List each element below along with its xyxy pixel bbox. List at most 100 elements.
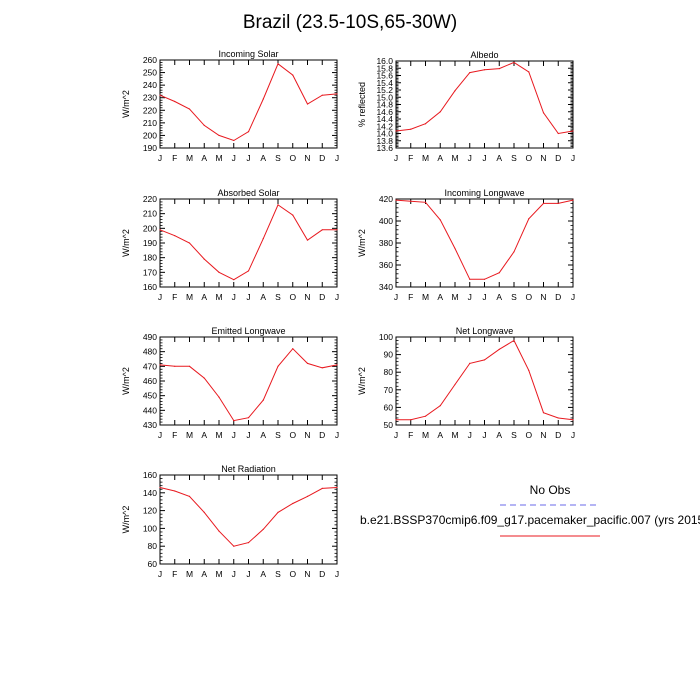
data-point <box>262 98 264 100</box>
data-point <box>498 272 500 274</box>
x-tick-label: O <box>525 153 532 163</box>
x-tick-label: J <box>246 569 250 579</box>
x-tick-label: A <box>496 153 502 163</box>
x-tick-label: S <box>275 153 281 163</box>
data-point <box>174 235 176 237</box>
x-tick-label: J <box>394 292 398 302</box>
y-tick-label: 260 <box>143 55 157 65</box>
x-tick-label: M <box>186 153 193 163</box>
plot-frame <box>395 60 574 149</box>
data-point <box>513 251 515 253</box>
y-tick-label: 15.8 <box>376 63 393 73</box>
x-tick-label: J <box>232 569 236 579</box>
y-axis-label: W/m^2 <box>121 229 131 257</box>
data-point <box>188 495 191 497</box>
data-point <box>277 511 279 513</box>
data-point <box>174 365 176 367</box>
plot-frame <box>395 198 574 288</box>
x-tick-label: M <box>422 292 429 302</box>
x-tick-label: A <box>201 292 207 302</box>
y-tick-label: 200 <box>143 223 157 233</box>
data-point <box>218 271 220 273</box>
x-tick-label: J <box>482 153 486 163</box>
y-tick-label: 190 <box>143 143 157 153</box>
data-point <box>174 490 176 492</box>
data-point <box>188 108 191 110</box>
plot-frame <box>159 59 338 149</box>
panel-title: Emitted Longwave <box>211 326 285 336</box>
y-tick-label: 400 <box>379 216 393 226</box>
x-tick-label: J <box>394 430 398 440</box>
x-tick-label: N <box>540 153 546 163</box>
data-point <box>247 270 250 272</box>
plot-frame <box>159 336 338 426</box>
x-tick-label: F <box>172 292 177 302</box>
x-tick-label: A <box>260 292 266 302</box>
data-point <box>321 487 323 489</box>
x-tick-label: J <box>571 153 575 163</box>
x-tick-label: A <box>260 153 266 163</box>
y-tick-label: 210 <box>143 209 157 219</box>
x-tick-label: S <box>511 430 517 440</box>
data-point <box>439 405 441 407</box>
y-tick-label: 80 <box>384 367 394 377</box>
data-point <box>528 369 530 372</box>
data-point <box>410 419 412 421</box>
y-tick-label: 60 <box>148 559 158 569</box>
y-tick-label: 220 <box>143 105 157 115</box>
x-tick-label: O <box>525 292 532 302</box>
x-tick-label: J <box>158 292 162 302</box>
data-point <box>262 399 264 401</box>
data-point <box>395 199 397 201</box>
y-tick-label: 14.4 <box>376 114 393 124</box>
data-point <box>424 201 427 203</box>
data-point <box>321 94 323 96</box>
y-tick-label: 420 <box>379 194 393 204</box>
y-tick-label: 440 <box>143 405 157 415</box>
data-point <box>557 417 559 419</box>
x-tick-label: D <box>319 153 325 163</box>
data-point <box>159 94 161 96</box>
x-tick-label: O <box>289 153 296 163</box>
data-point <box>498 68 500 70</box>
data-point <box>557 132 559 135</box>
y-axis-label: W/m^2 <box>121 367 131 395</box>
data-point <box>528 71 530 73</box>
x-tick-label: N <box>304 430 310 440</box>
data-point <box>483 69 486 71</box>
data-point <box>277 365 279 367</box>
y-tick-label: 340 <box>379 282 393 292</box>
x-tick-label: M <box>422 153 429 163</box>
y-tick-label: 13.6 <box>376 143 393 153</box>
x-tick-label: O <box>289 292 296 302</box>
data-point <box>439 111 441 113</box>
y-tick-label: 70 <box>384 385 394 395</box>
x-tick-label: M <box>422 430 429 440</box>
y-tick-label: 250 <box>143 68 157 78</box>
x-tick-label: F <box>408 292 413 302</box>
x-tick-label: M <box>451 153 458 163</box>
data-point <box>410 200 412 202</box>
x-tick-label: D <box>319 569 325 579</box>
x-tick-label: J <box>246 430 250 440</box>
data-point <box>188 365 191 367</box>
y-tick-label: 450 <box>143 391 157 401</box>
series-line-model <box>159 347 338 422</box>
x-tick-label: S <box>511 153 517 163</box>
x-tick-label: F <box>172 569 177 579</box>
x-tick-label: J <box>394 153 398 163</box>
y-tick-label: 180 <box>143 253 157 263</box>
y-tick-label: 15.0 <box>376 92 393 102</box>
panel-title: Albedo <box>470 50 498 60</box>
y-tick-label: 16.0 <box>376 56 393 66</box>
data-point <box>321 229 323 231</box>
y-tick-label: 360 <box>379 260 393 270</box>
x-tick-label: A <box>260 569 266 579</box>
data-point <box>247 131 250 133</box>
data-point <box>233 139 235 142</box>
series-line-model <box>159 63 338 142</box>
y-tick-label: 140 <box>143 488 157 498</box>
panel-albedo: Albedo% reflected13.613.814.014.214.414.… <box>357 50 575 163</box>
